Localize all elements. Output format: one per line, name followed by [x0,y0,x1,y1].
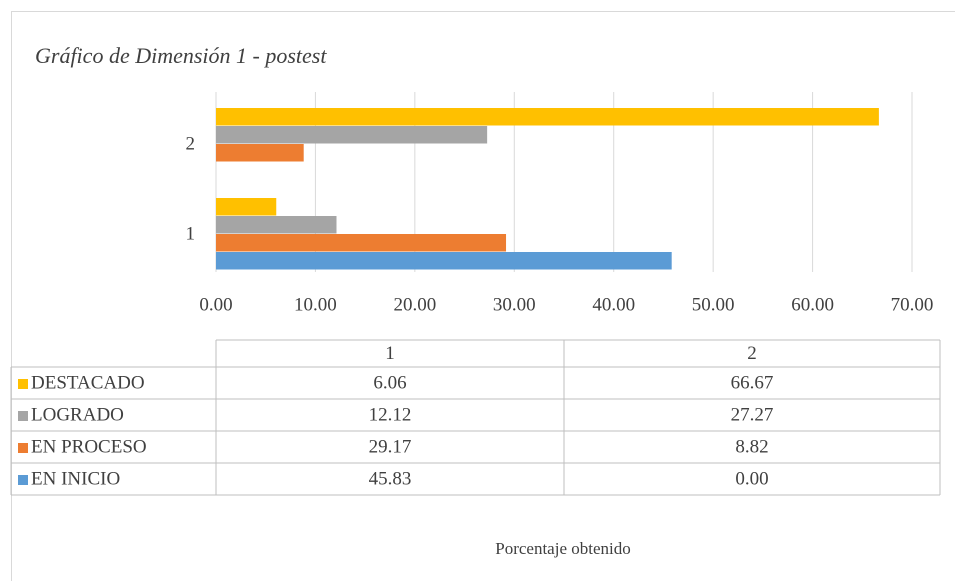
legend-label: LOGRADO [31,404,124,425]
bar [216,198,277,216]
legend-label: EN PROCESO [31,436,147,457]
y-tick-label: 1 [186,223,196,244]
x-tick-label: 10.00 [294,294,337,315]
legend-swatch [18,379,28,389]
bar [216,216,337,234]
x-tick-label: 20.00 [393,294,436,315]
bar [216,144,304,162]
bar [216,126,488,144]
x-tick-label: 30.00 [493,294,536,315]
table-value: 66.67 [731,372,774,393]
table-value: 6.06 [373,372,406,393]
y-tick-label: 2 [186,133,196,154]
table-value: 27.27 [731,404,774,425]
x-axis-label: Porcentaje obtenido [495,539,631,558]
bar [216,252,672,270]
x-tick-label: 60.00 [791,294,834,315]
table-header: 1 [385,343,395,364]
table-value: 45.83 [369,468,412,489]
legend-label: EN INICIO [31,468,120,489]
legend-label: DESTACADO [31,372,145,393]
table-header: 2 [747,343,757,364]
table-value: 29.17 [369,436,412,457]
legend-swatch [18,443,28,453]
legend-swatch [18,411,28,421]
bar [216,234,507,252]
x-tick-label: 0.00 [199,294,232,315]
table-value: 12.12 [369,404,412,425]
x-tick-label: 40.00 [592,294,635,315]
chart-title: Gráfico de Dimensión 1 - postest [35,43,327,68]
table-value: 0.00 [735,468,768,489]
legend-swatch [18,475,28,485]
x-tick-label: 50.00 [692,294,735,315]
bar [216,108,879,126]
x-tick-label: 70.00 [891,294,934,315]
table-value: 8.82 [735,436,768,457]
chart-border [11,11,955,581]
